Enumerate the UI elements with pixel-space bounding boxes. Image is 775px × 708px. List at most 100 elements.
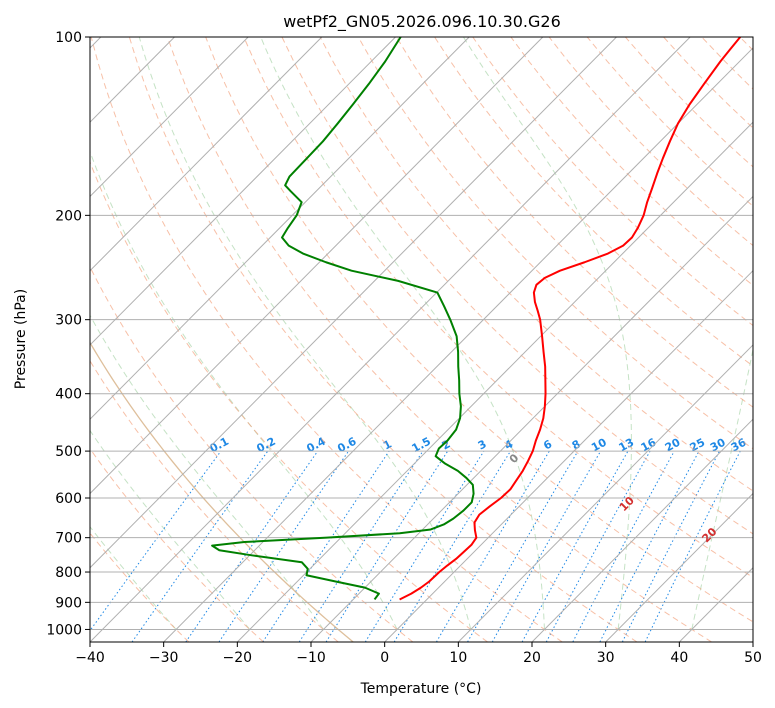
- temperature-profile-line: [399, 37, 742, 601]
- mixing-ratio-label: 16: [639, 436, 659, 455]
- y-tick-label: 600: [55, 491, 82, 507]
- isotherm-line: [90, 37, 470, 420]
- dry-adiabat: [128, 37, 638, 642]
- dry-adiabats: [90, 37, 753, 642]
- moist-adiabat: [90, 314, 324, 630]
- isotherm-line: [310, 195, 753, 642]
- mixing-ratio-label: 3: [476, 437, 489, 452]
- reference-adiabat: [90, 341, 354, 642]
- mixing-ratio-line: [599, 450, 700, 642]
- moist-adiabat-label: 30: [771, 553, 775, 573]
- moist-adiabat: [90, 150, 398, 630]
- y-tick-label: 300: [55, 313, 82, 329]
- mixing-ratio-line: [298, 450, 424, 642]
- x-tick-label: −40: [75, 650, 105, 666]
- y-axis: 1000 900 800 700 600 500 400 300 200 100: [46, 30, 90, 638]
- isotherm-line: [90, 37, 544, 495]
- mixing-ratio-line: [262, 450, 390, 642]
- mixing-ratio-line: [90, 450, 222, 632]
- isotherm-line: [90, 37, 323, 272]
- dry-adiabat: [90, 37, 563, 642]
- isotherm-line: [678, 567, 753, 642]
- y-tick-label: 700: [55, 531, 82, 547]
- dry-adiabat: [396, 37, 753, 408]
- dry-adiabat: [167, 37, 712, 642]
- dewpoint-profile-line: [211, 37, 475, 601]
- dry-adiabat: [472, 37, 753, 327]
- x-tick-label: −20: [223, 650, 253, 666]
- moist-adiabat-label: 0: [507, 451, 522, 466]
- mixing-ratio-line: [491, 450, 602, 642]
- y-tick-label: 200: [55, 208, 82, 224]
- x-tick-label: 20: [523, 650, 541, 666]
- isotherm-line: [384, 269, 753, 642]
- isotherm-line: [90, 37, 617, 569]
- sounding-profiles: [211, 37, 742, 601]
- y-tick-label: 100: [55, 30, 82, 46]
- isotherm-line: [752, 641, 753, 642]
- x-axis-label: Temperature (°C): [360, 681, 482, 697]
- plot-frame: [89, 36, 754, 643]
- x-tick-label: 50: [744, 650, 762, 666]
- moist-adiabat: [691, 347, 753, 630]
- moist-adiabat-label: 20: [699, 525, 719, 545]
- mixing-ratio-line: [545, 450, 651, 642]
- x-tick-label: −30: [149, 650, 179, 666]
- y-tick-label: 500: [55, 444, 82, 460]
- mixing-ratio-label: 20: [663, 436, 683, 455]
- moist-adiabat: [260, 37, 545, 630]
- mixing-ratio-label: 6: [541, 437, 554, 452]
- dry-adiabat: [357, 37, 753, 450]
- isotherm-grid: [90, 37, 753, 642]
- y-tick-label: 400: [55, 387, 82, 403]
- x-tick-label: 0: [380, 650, 389, 666]
- moist-adiabat: [462, 37, 632, 630]
- isobar-grid: [90, 37, 753, 630]
- dry-adiabat: [434, 37, 753, 367]
- dry-adiabat: [319, 37, 753, 492]
- mixing-ratio-label: 1.5: [410, 435, 433, 456]
- mixing-ratio-line: [185, 450, 319, 642]
- chart-title: wetPf2_GN05.2026.096.10.30.G26: [283, 12, 561, 32]
- dry-adiabat: [90, 359, 339, 642]
- isotherm-line: [605, 492, 753, 642]
- mixing-ratio-line: [364, 450, 485, 642]
- mixing-ratio-label: 1: [381, 437, 394, 452]
- dry-adiabat: [90, 265, 414, 642]
- mixing-ratio-line: [644, 450, 741, 642]
- isotherm-line: [531, 418, 753, 642]
- moist-adiabat: [138, 37, 472, 630]
- dry-adiabat: [510, 37, 753, 286]
- mixing-ratio-label: 0.2: [254, 435, 277, 456]
- dry-adiabat: [90, 160, 488, 642]
- x-axis: −40 −30 −20 −10 0 10 20 30 40 50: [75, 642, 762, 666]
- moist-adiabat: [765, 37, 775, 629]
- isotherm-line: [90, 37, 396, 346]
- mixing-ratio-label: 0.4: [304, 435, 328, 456]
- dry-adiabat: [548, 37, 753, 247]
- mixing-ratio-line: [435, 450, 550, 642]
- isotherm-line: [90, 37, 249, 198]
- moist-adiabat-label: 10: [617, 494, 637, 514]
- x-tick-label: 10: [449, 650, 467, 666]
- mixing-ratio-label: 10: [589, 436, 609, 455]
- mixing-ratio-label: 25: [688, 436, 708, 455]
- x-tick-label: 30: [597, 650, 615, 666]
- dry-adiabat: [281, 37, 753, 535]
- isotherm-line: [236, 121, 753, 642]
- mixing-ratio-line: [325, 450, 449, 642]
- moist-adiabat: [90, 429, 251, 630]
- y-tick-label: 1000: [46, 622, 82, 638]
- moist-adiabat: [90, 525, 177, 630]
- dry-adiabat: [663, 37, 753, 129]
- isotherm-line: [90, 37, 691, 642]
- dry-adiabat: [739, 37, 753, 51]
- mixing-ratio-line: [621, 450, 720, 642]
- mixing-ratio-label: 36: [729, 436, 749, 455]
- dry-adiabat: [90, 447, 264, 642]
- isotherm-line: [457, 344, 753, 642]
- y-tick-label: 800: [55, 565, 82, 581]
